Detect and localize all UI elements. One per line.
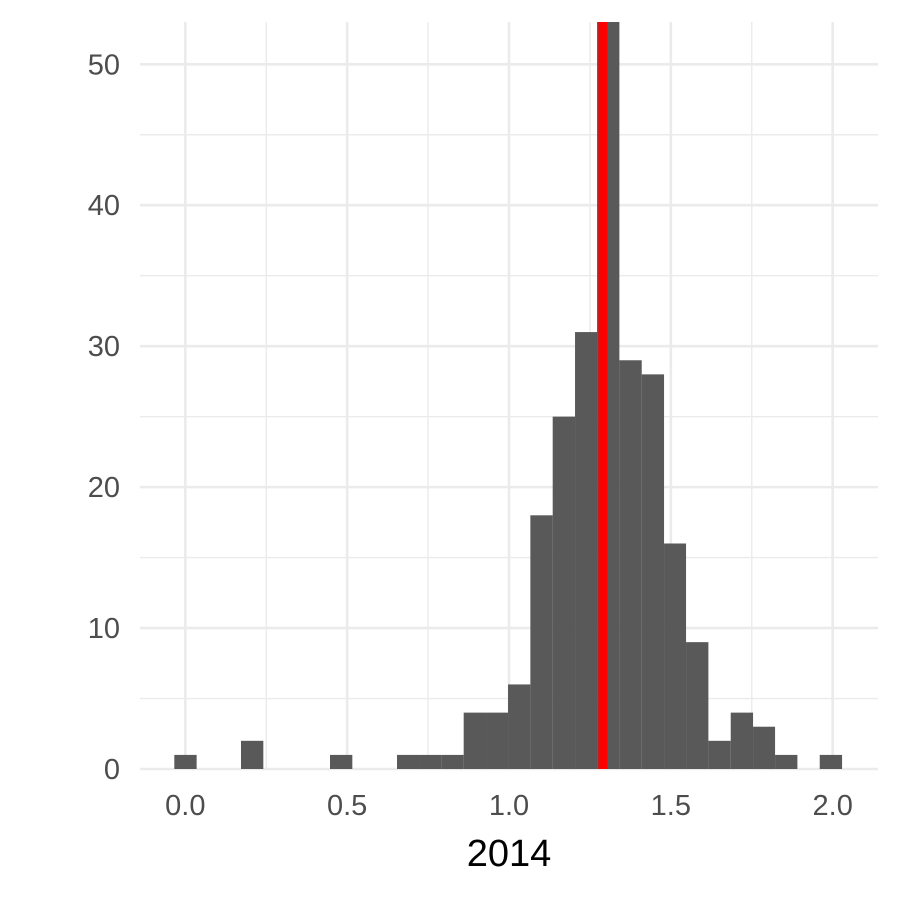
y-tick-label: 10 [88, 613, 120, 645]
x-tick-label: 0.0 [165, 790, 205, 822]
y-axis-tick-labels: 0 10 20 30 40 50 [88, 49, 120, 786]
histogram-bar [730, 712, 754, 769]
x-tick-label: 0.5 [327, 790, 367, 822]
y-tick-label: 30 [88, 331, 120, 363]
histogram-bar [552, 416, 576, 769]
x-tick-label: 1.5 [651, 790, 691, 822]
histogram-bar [619, 360, 642, 769]
histogram-bar [819, 754, 843, 769]
grid-lines [140, 22, 878, 771]
x-tick-label: 1.0 [489, 790, 529, 822]
histogram-bar [174, 754, 197, 769]
y-tick-label: 20 [88, 472, 120, 504]
histogram-bar [330, 754, 353, 769]
histogram-bar [463, 712, 487, 769]
x-tick-label: 2.0 [813, 790, 853, 822]
y-tick-label: 0 [104, 754, 120, 786]
histogram-bar [664, 543, 687, 769]
histogram-bar [240, 740, 264, 769]
histogram-bar [419, 754, 442, 769]
histogram-bar [508, 684, 531, 769]
histogram-bar [530, 515, 553, 769]
x-axis-tick-labels: 0.0 0.5 1.0 1.5 2.0 [165, 790, 853, 822]
histogram-bar [486, 712, 509, 769]
y-tick-label: 40 [88, 190, 120, 222]
histogram-bar [397, 754, 420, 769]
histogram-bar [441, 754, 464, 769]
histogram-bar [753, 726, 776, 769]
histogram-bar [641, 374, 665, 769]
histogram-bar [686, 642, 709, 769]
histogram-bar [708, 740, 731, 769]
histogram-bar [775, 754, 798, 769]
y-tick-label: 50 [88, 49, 120, 81]
x-axis-title: 2014 [467, 833, 552, 875]
histogram-bar [575, 332, 598, 769]
